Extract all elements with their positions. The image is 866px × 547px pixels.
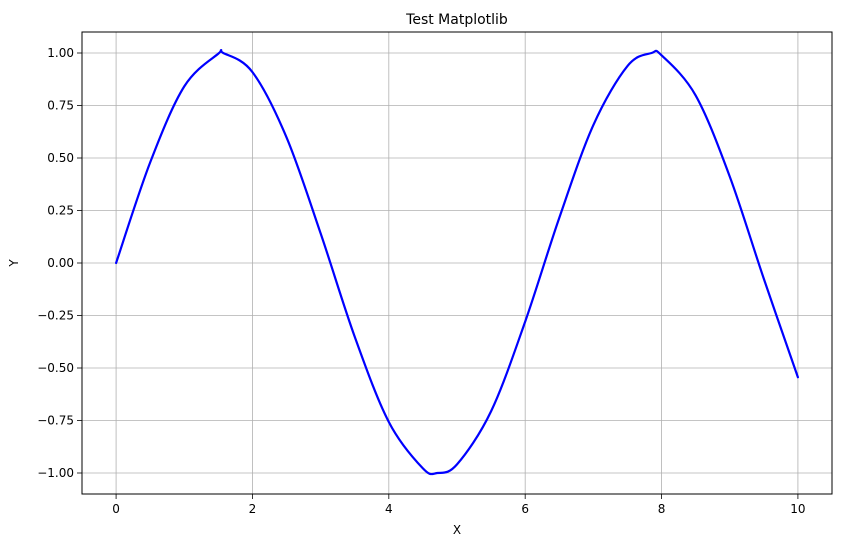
grid-lines [82, 32, 832, 494]
x-tick-label: 2 [249, 502, 257, 516]
axis-ticks: 0 2 4 6 8 10 −1.00 −0.75 −0.50 −0.25 0.00 0.25 0.50 0… [37, 46, 805, 516]
x-axis-label: X [453, 523, 461, 537]
x-tick-label: 6 [521, 502, 529, 516]
x-tick-label: 10 [790, 502, 805, 516]
x-tick-label: 4 [385, 502, 393, 516]
x-tick-label: 0 [112, 502, 120, 516]
y-tick-label: −0.75 [37, 414, 74, 428]
y-tick-label: 0.50 [47, 151, 74, 165]
y-axis-label: Y [7, 259, 21, 268]
series-layer [114, 48, 800, 476]
y-tick-label: 0.75 [47, 99, 74, 113]
y-tick-label: 1.00 [47, 46, 74, 60]
chart-title: Test Matplotlib [405, 12, 508, 28]
y-tick-label: 0.25 [47, 204, 74, 218]
y-tick-label: 0.00 [47, 256, 74, 270]
x-tick-label: 8 [658, 502, 666, 516]
y-tick-label: −1.00 [37, 466, 74, 480]
series-line [114, 48, 800, 476]
y-tick-label: −0.50 [37, 361, 74, 375]
y-tick-label: −0.25 [37, 309, 74, 323]
